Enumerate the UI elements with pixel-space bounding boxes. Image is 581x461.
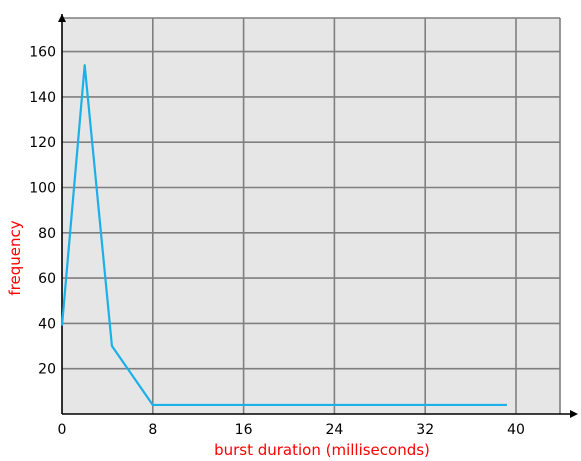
- y-axis-arrow: [58, 14, 66, 22]
- x-axis-arrow: [570, 410, 578, 418]
- y-tick-label: 20: [38, 362, 56, 378]
- x-tick-label: 24: [325, 422, 343, 438]
- y-tick-label: 100: [29, 181, 56, 197]
- x-axis-title: burst duration (milliseconds): [214, 441, 430, 459]
- y-tick-label: 60: [38, 271, 56, 287]
- x-tick-label: 0: [58, 422, 67, 438]
- y-tick-label: 80: [38, 226, 56, 242]
- y-axis-title: frequency: [6, 220, 24, 295]
- y-tick-label: 140: [29, 90, 56, 106]
- tick-labels: 0 8 16 24 32 40 20 40 60 80 100 120 140 160: [29, 45, 525, 438]
- y-tick-label: 40: [38, 316, 56, 332]
- y-tick-label: 160: [29, 45, 56, 61]
- plot-area: [62, 18, 560, 414]
- series-layer: [60, 64, 507, 407]
- x-tick-label: 8: [148, 422, 157, 438]
- x-tick-label: 32: [416, 422, 434, 438]
- axes: [58, 14, 578, 418]
- grid-lines: [62, 17, 561, 414]
- y-tick-label: 120: [29, 135, 56, 151]
- x-tick-label: 40: [507, 422, 525, 438]
- x-tick-label: 16: [235, 422, 253, 438]
